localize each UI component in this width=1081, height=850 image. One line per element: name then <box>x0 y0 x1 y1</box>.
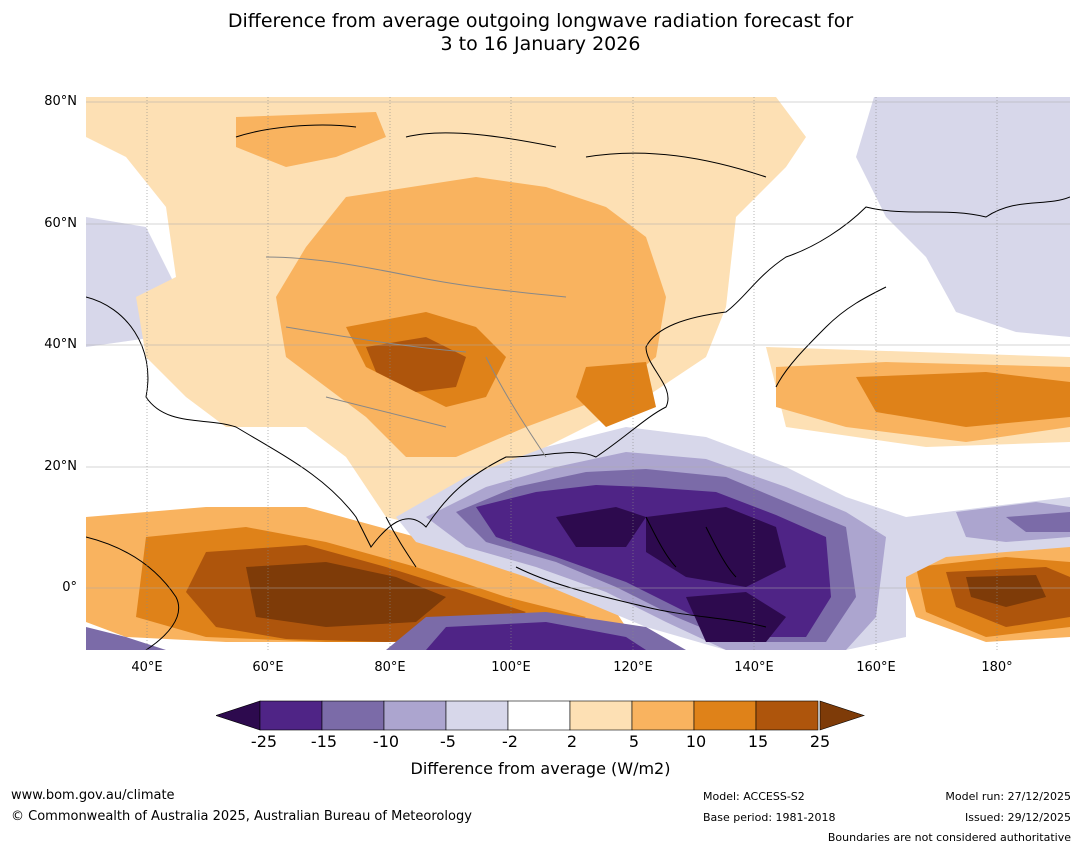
colorbar-bin <box>693 700 757 731</box>
lon-label-120e: 120°E <box>613 660 653 675</box>
colorbar-bin <box>569 700 633 731</box>
chart-title-line-1: Difference from average outgoing longwav… <box>227 10 854 32</box>
lon-label-160e: 160°E <box>856 660 896 675</box>
colorbar-bin <box>259 700 323 731</box>
colorbar-bin <box>755 700 819 731</box>
colorbar-tick: -5 <box>440 732 456 751</box>
colorbar-tick: 2 <box>566 732 578 751</box>
colorbar-tick: -25 <box>250 732 278 751</box>
lon-label-100e: 100°E <box>491 660 531 675</box>
colorbar-above-max-arrow <box>819 700 865 731</box>
copyright-text: © Commonwealth of Australia 2025, Austra… <box>11 809 472 824</box>
colorbar-tick: 25 <box>809 732 831 751</box>
colorbar-bin <box>383 700 447 731</box>
chart-title-line-2: 3 to 16 January 2026 <box>440 33 641 55</box>
map-shading <box>86 97 1070 650</box>
colorbar-tick: -10 <box>372 732 400 751</box>
lon-label-40e: 40°E <box>131 660 163 675</box>
olr-anomaly-map <box>86 97 1070 650</box>
colorbar-bin <box>445 700 509 731</box>
lat-label-60n: 60°N <box>44 216 77 231</box>
colorbar-bin <box>321 700 385 731</box>
colorbar-label: Difference from average (W/m2) <box>410 759 671 778</box>
colorbar-tick: -2 <box>502 732 518 751</box>
model-run-date: Model run: 27/12/2025 <box>945 790 1071 803</box>
lon-label-80e: 80°E <box>374 660 406 675</box>
colorbar-bin <box>631 700 695 731</box>
lat-label-equator: 0° <box>62 580 77 595</box>
website-link[interactable]: www.bom.gov.au/climate <box>11 788 175 803</box>
lon-label-60e: 60°E <box>252 660 284 675</box>
model-name: Model: ACCESS-S2 <box>703 790 805 803</box>
issued-date: Issued: 29/12/2025 <box>964 811 1071 824</box>
colorbar-tick: -15 <box>310 732 338 751</box>
lat-label-40n: 40°N <box>44 337 77 352</box>
base-period: Base period: 1981-2018 <box>703 811 836 824</box>
lon-label-180: 180° <box>981 660 1013 675</box>
colorbar-tick: 15 <box>747 732 769 751</box>
colorbar-tick: 5 <box>628 732 640 751</box>
colorbar-below-min-arrow <box>216 700 261 731</box>
lon-label-140e: 140°E <box>734 660 774 675</box>
colorbar <box>216 700 865 731</box>
colorbar-tick: 10 <box>685 732 707 751</box>
colorbar-bin <box>507 700 571 731</box>
lat-label-80n: 80°N <box>44 94 77 109</box>
boundaries-disclaimer: Boundaries are not considered authoritat… <box>827 831 1071 844</box>
lat-label-20n: 20°N <box>44 459 77 474</box>
